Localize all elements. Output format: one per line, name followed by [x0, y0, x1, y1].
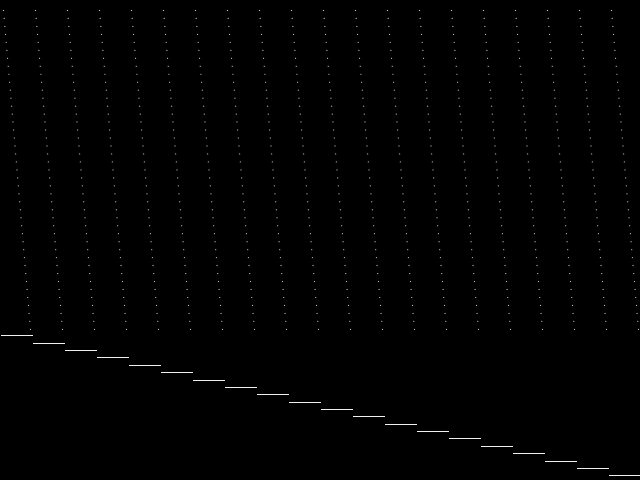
dotted-line [35, 9, 63, 331]
dotted-lines [3, 9, 639, 331]
dotted-line [547, 9, 575, 331]
dotted-line [163, 9, 191, 331]
dotted-line [259, 9, 287, 331]
dotted-line [99, 9, 127, 331]
dotted-line [611, 9, 639, 331]
dotted-line [419, 9, 447, 331]
dotted-line [483, 9, 511, 331]
dotted-line [227, 9, 255, 331]
dotted-line [131, 9, 159, 331]
staircase [1, 335, 640, 476]
dotted-line [3, 9, 31, 331]
dotted-line [291, 9, 319, 331]
dotted-line [323, 9, 351, 331]
dotted-line [451, 9, 479, 331]
dotted-line [515, 9, 543, 331]
dotted-line [355, 9, 383, 331]
dotted-line [195, 9, 223, 331]
dotted-line [67, 9, 95, 331]
dotted-line [387, 9, 415, 331]
dotted-line [579, 9, 607, 331]
